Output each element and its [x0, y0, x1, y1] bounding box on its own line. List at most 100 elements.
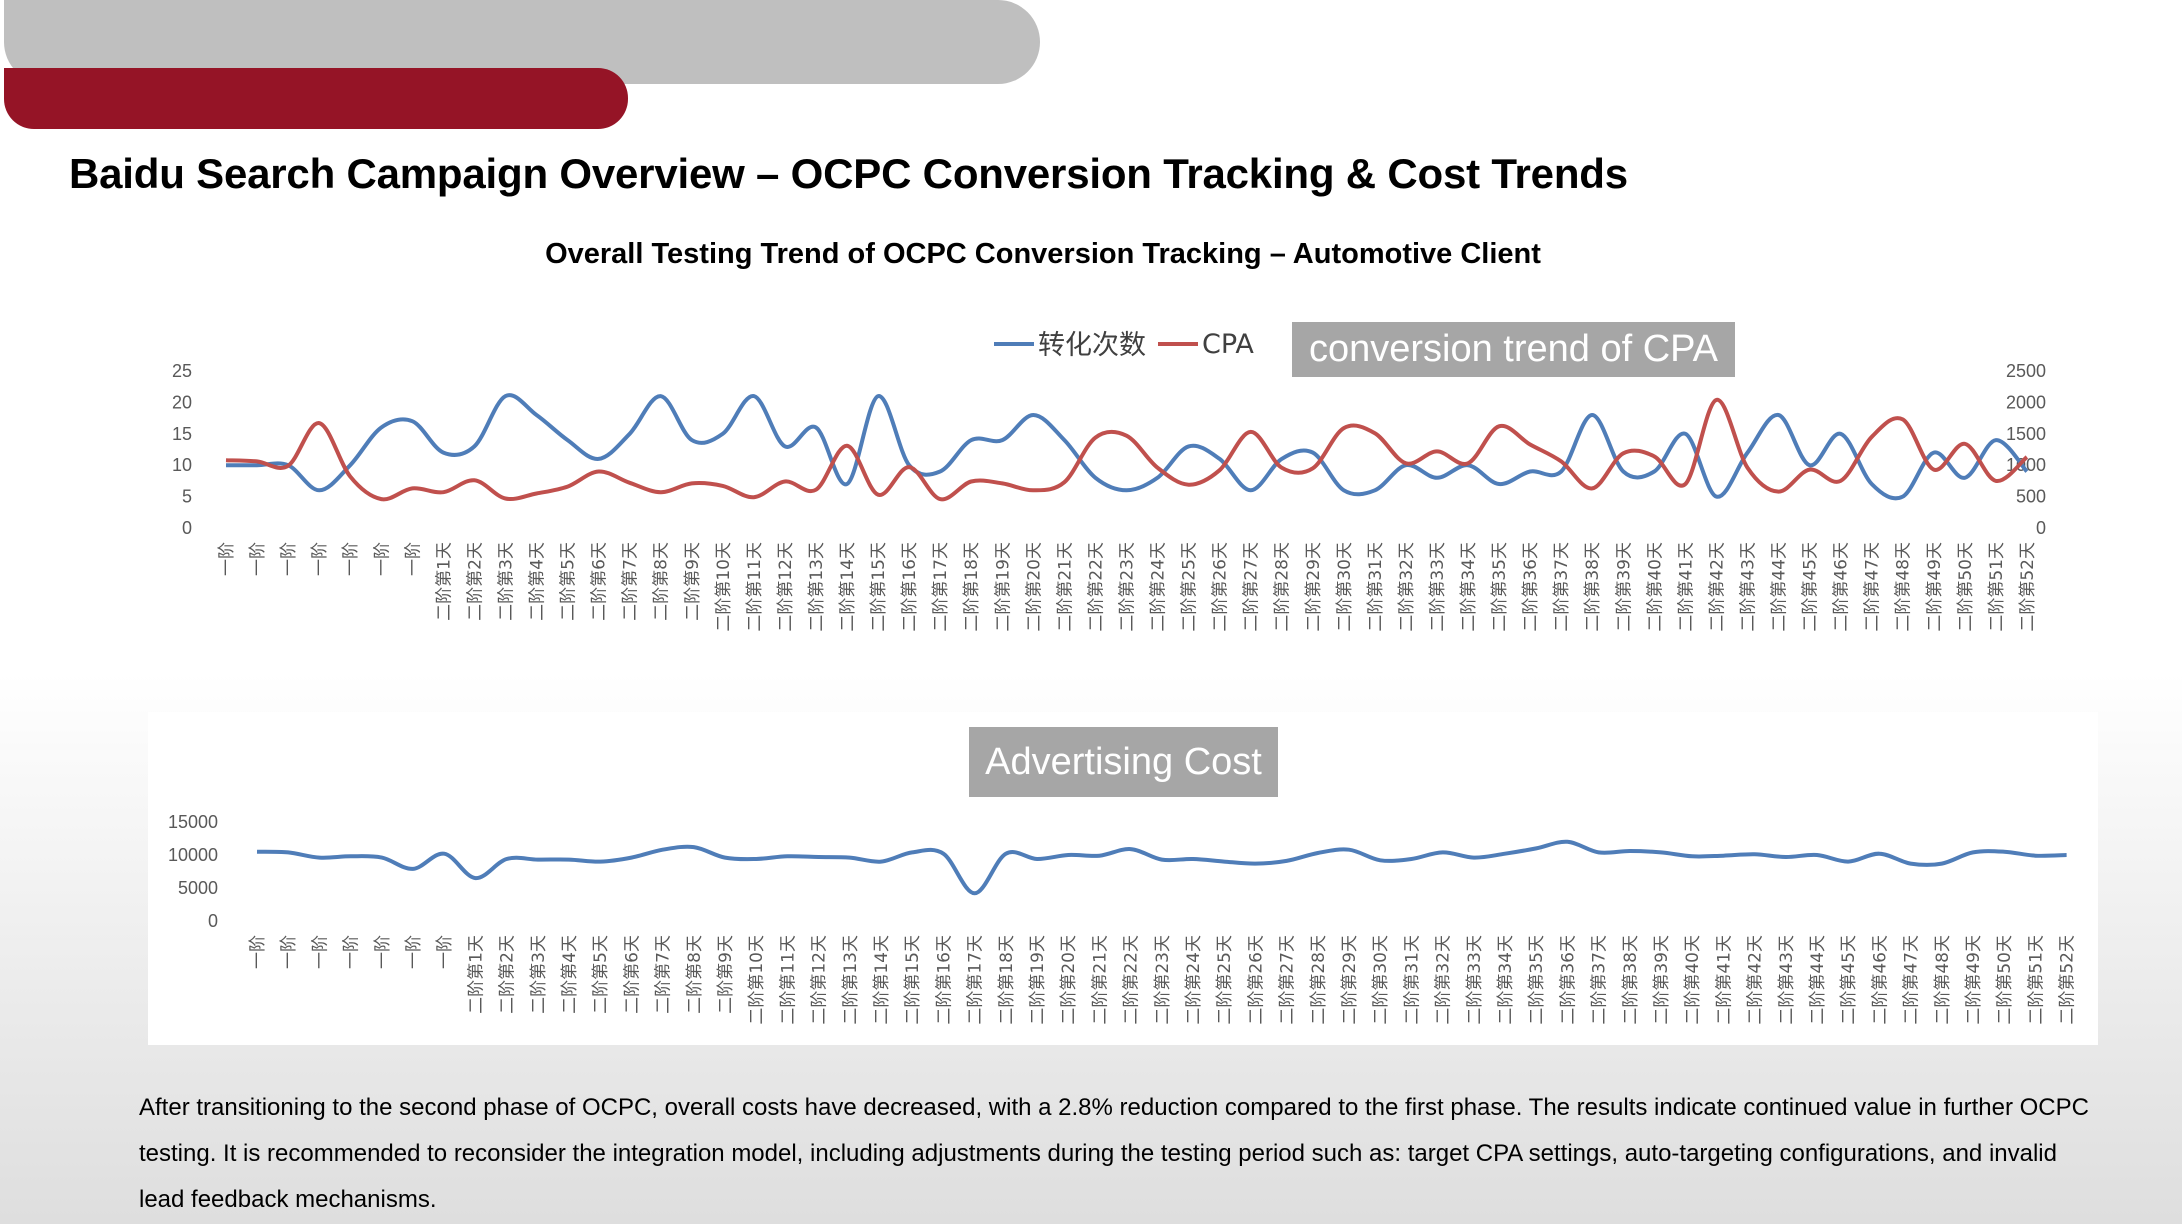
x-tick-label: 二阶第50天: [1956, 542, 1976, 632]
y-left-tick-label: 5: [182, 487, 192, 507]
x-tick-label: 一阶: [310, 542, 330, 576]
x-tick-label: 二阶第27天: [1242, 542, 1262, 632]
x-tick-label: 二阶第38天: [1621, 935, 1641, 1025]
y-tick-label: 10000: [168, 845, 218, 865]
y-left-tick-label: 10: [172, 455, 192, 475]
x-tick-label: 二阶第16天: [934, 935, 954, 1025]
x-tick-label: 二阶第23天: [1117, 542, 1137, 632]
x-tick-label: 一阶: [248, 542, 268, 576]
x-tick-label: 二阶第43天: [1738, 542, 1758, 632]
x-tick-label: 二阶第32天: [1397, 542, 1417, 632]
x-tick-label: 二阶第27天: [1278, 935, 1298, 1025]
x-tick-label: 二阶第11天: [745, 542, 765, 632]
x-tick-label: 二阶第2天: [465, 542, 485, 621]
x-tick-label: 二阶第19天: [1028, 935, 1048, 1025]
y-right-tick-label: 1500: [2006, 424, 2046, 444]
y-left-tick-label: 25: [172, 361, 192, 381]
x-tick-label: 二阶第41天: [1714, 935, 1734, 1025]
y-tick-label: 0: [208, 911, 218, 931]
chart-title: Overall Testing Trend of OCPC Conversion…: [545, 238, 1541, 270]
x-tick-label: 一阶: [404, 935, 424, 969]
x-tick-label: 一阶: [372, 542, 392, 576]
y-left-tick-label: 0: [182, 518, 192, 538]
x-tick-label: 一阶: [341, 542, 361, 576]
x-tick-label: 二阶第14天: [838, 542, 858, 632]
y-left-tick-label: 15: [172, 424, 192, 444]
x-tick-label: 二阶第18天: [962, 542, 982, 632]
x-tick-label: 二阶第3天: [529, 935, 549, 1014]
y-right-tick-label: 2000: [2006, 392, 2046, 412]
x-tick-label: 二阶第12天: [810, 935, 830, 1025]
y-left-tick-label: 20: [172, 392, 192, 412]
x-tick-label: 二阶第41天: [1676, 542, 1696, 632]
cpa-conversion-chart: 051015202505001000150020002500转化次数 CPA一阶一…: [172, 329, 2046, 632]
x-tick-label: 二阶第11天: [778, 935, 798, 1025]
x-tick-label: 二阶第10天: [714, 542, 734, 632]
x-tick-label: 二阶第38天: [1583, 542, 1603, 632]
x-tick-label: 二阶第19天: [993, 542, 1013, 632]
x-tick-label: 二阶第8天: [652, 542, 672, 621]
conversions-line: [226, 393, 2029, 501]
x-tick-label: 二阶第52天: [2018, 542, 2038, 632]
x-tick-label: 二阶第18天: [997, 935, 1017, 1025]
header-red-band: [4, 68, 628, 129]
x-tick-label: 二阶第20天: [1059, 935, 1079, 1025]
x-tick-label: 二阶第42天: [1746, 935, 1766, 1025]
x-tick-label: 二阶第5天: [591, 935, 611, 1014]
y-tick-label: 15000: [168, 812, 218, 832]
x-tick-label: 一阶: [435, 935, 455, 969]
x-tick-label: 二阶第21天: [1055, 542, 1075, 632]
x-tick-label: 二阶第13天: [807, 542, 827, 632]
x-tick-label: 二阶第28天: [1309, 935, 1329, 1025]
x-tick-label: 二阶第6天: [622, 935, 642, 1014]
x-tick-label: 二阶第40天: [1645, 542, 1665, 632]
x-tick-label: 二阶第47天: [1902, 935, 1922, 1025]
x-tick-label: 一阶: [310, 935, 330, 969]
x-tick-label: 二阶第29天: [1340, 935, 1360, 1025]
x-tick-label: 二阶第43天: [1777, 935, 1797, 1025]
x-tick-label: 二阶第3天: [496, 542, 516, 621]
advertising-cost-chart: 050001000015000一阶 一阶 一阶 一阶 一阶 一阶 一阶 二阶第1天 二阶第2天二…: [168, 812, 2078, 1025]
x-tick-label: 二阶第24天: [1149, 542, 1169, 632]
cpa-conversion-chart-panel: 0 5 10 15 20 25 0 500 1000 1500 2000 2500 转化次数 CPA 一阶一…: [148, 324, 2098, 672]
x-tick-label: 二阶第42天: [1707, 542, 1727, 632]
x-tick-label: 二阶第28天: [1273, 542, 1293, 632]
x-tick-label: 一阶: [403, 542, 423, 576]
x-tick-label: 一阶: [248, 935, 268, 969]
x-tick-label: 二阶第33天: [1428, 542, 1448, 632]
x-tick-label: 二阶第26天: [1211, 542, 1231, 632]
x-tick-label: 二阶第40天: [1683, 935, 1703, 1025]
x-tick-label: 二阶第45天: [1839, 935, 1859, 1025]
x-tick-label: 二阶第45天: [1801, 542, 1821, 632]
x-tick-label: 二阶第47天: [1863, 542, 1883, 632]
x-tick-label: 一阶: [279, 935, 299, 969]
x-tick-label: 二阶第17天: [966, 935, 986, 1025]
x-tick-label: 二阶第35天: [1527, 935, 1547, 1025]
x-tick-label: 二阶第13天: [841, 935, 861, 1025]
x-tick-label: 二阶第7天: [621, 542, 641, 621]
cpa-trend-label: conversion trend of CPA: [1292, 322, 1735, 377]
x-tick-label: 二阶第23天: [1153, 935, 1173, 1025]
x-tick-label: 二阶第49天: [1925, 542, 1945, 632]
x-tick-label: 一阶: [342, 935, 362, 969]
x-tick-label: 二阶第22天: [1122, 935, 1142, 1025]
cost-line: [256, 839, 2067, 896]
x-tick-label: 二阶第31天: [1402, 935, 1422, 1025]
x-tick-label: 二阶第29天: [1304, 542, 1324, 632]
x-tick-label: 二阶第15天: [869, 542, 889, 632]
page-title: Baidu Search Campaign Overview – OCPC Co…: [69, 150, 1628, 197]
x-tick-label: 二阶第32天: [1434, 935, 1454, 1025]
x-tick-label: 二阶第46天: [1870, 935, 1890, 1025]
x-tick-label: 二阶第48天: [1894, 542, 1914, 632]
y-right-tick-label: 0: [2036, 518, 2046, 538]
x-tick-label: 二阶第48天: [1933, 935, 1953, 1025]
x-tick-label: 二阶第26天: [1246, 935, 1266, 1025]
x-tick-label: 二阶第6天: [590, 542, 610, 621]
x-tick-label: 二阶第12天: [776, 542, 796, 632]
x-tick-label: 二阶第25天: [1215, 935, 1235, 1025]
x-tick-label: 二阶第44天: [1770, 542, 1790, 632]
x-tick-label: 二阶第1天: [466, 935, 486, 1014]
legend-conversions-label: 转化次数: [1038, 330, 1146, 361]
x-tick-label: 二阶第10天: [747, 935, 767, 1025]
summary-paragraph: After transitioning to the second phase …: [139, 1094, 2089, 1213]
